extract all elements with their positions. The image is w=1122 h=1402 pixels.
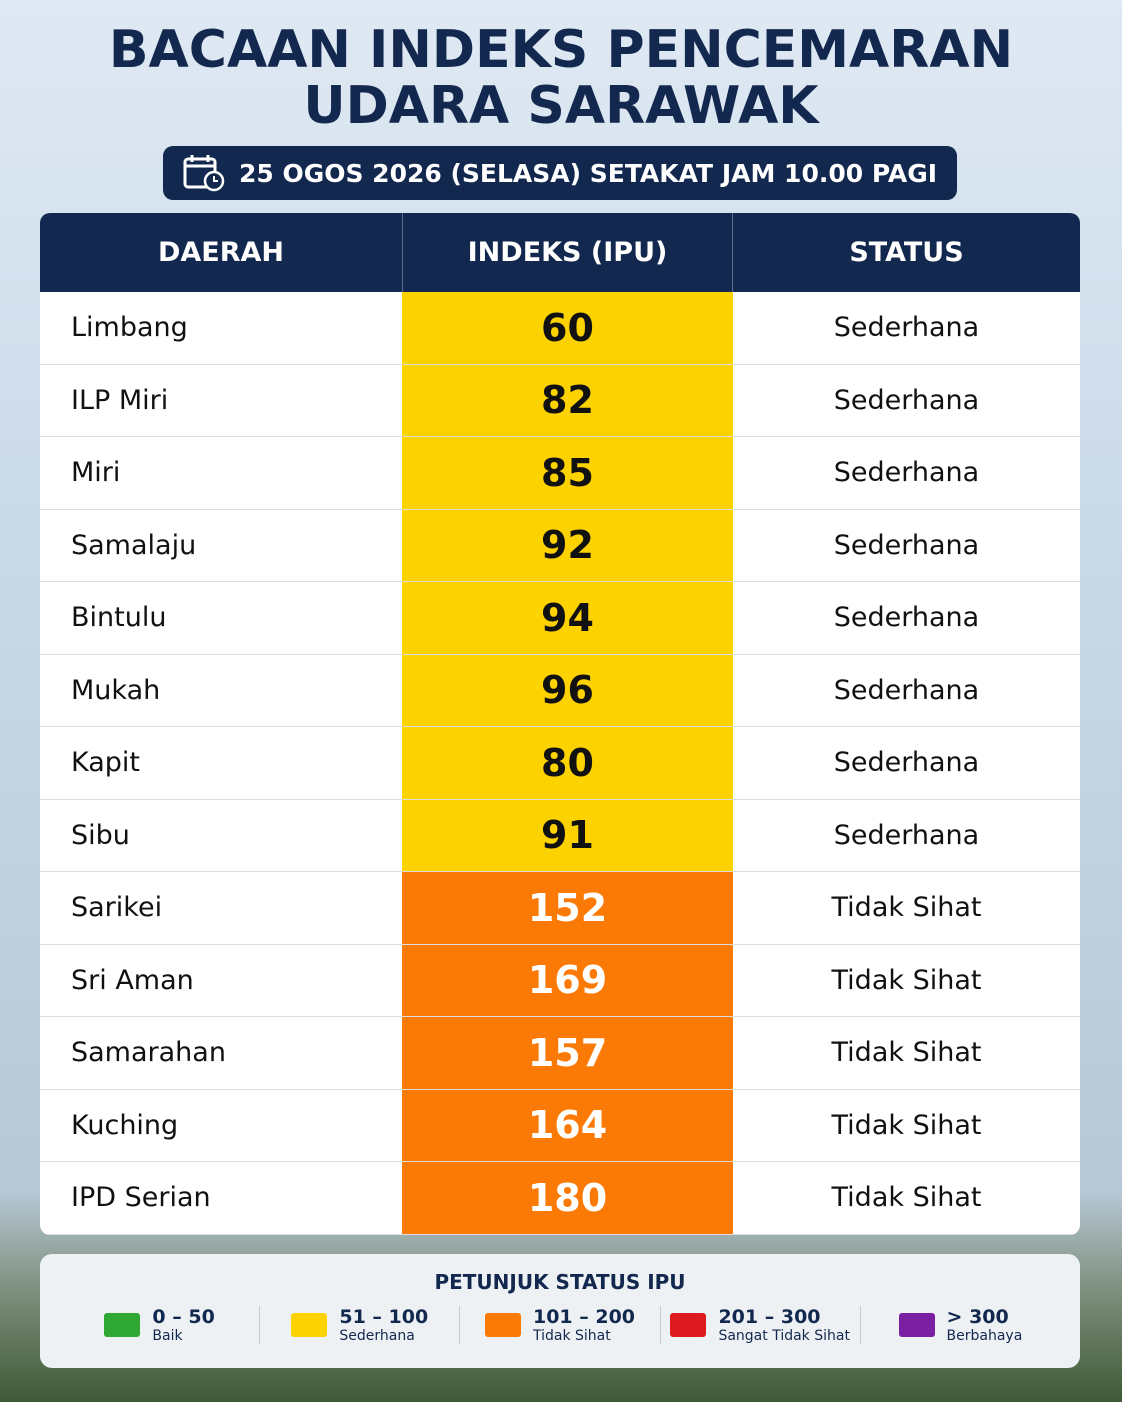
table-row: IPD Serian 180 Tidak Sihat (40, 1162, 1080, 1235)
status-cell: Tidak Sihat (831, 892, 982, 924)
status-cell: Sederhana (833, 674, 980, 706)
legend-item: 101 – 200 Tidak Sihat (459, 1306, 659, 1344)
status-cell: Sederhana (833, 529, 980, 561)
legend-range: 51 – 100 (339, 1306, 429, 1328)
legend-text: 101 – 200 Tidak Sihat (533, 1306, 635, 1344)
index-cell: 60 (402, 292, 733, 364)
area-cell: Sri Aman (71, 964, 194, 996)
title: BACAAN INDEKS PENCEMARAN UDARA SARAWAK (0, 22, 1122, 134)
table-row: Kapit 80 Sederhana (40, 727, 1080, 800)
table-row: Kuching 164 Tidak Sihat (40, 1089, 1080, 1162)
status-cell: Sederhana (833, 602, 980, 634)
legend-text: 201 – 300 Sangat Tidak Sihat (718, 1306, 850, 1344)
table: DAERAH INDEKS (IPU) STATUS Limbang 60 Sederha… (40, 213, 1080, 1235)
area-cell: Sarikei (71, 892, 163, 924)
column-header: DAERAH (157, 237, 285, 268)
status-cell: Tidak Sihat (831, 1182, 982, 1214)
index-cell: 96 (402, 654, 733, 726)
index-cell: 85 (402, 437, 733, 509)
legend-label: Sederhana (339, 1328, 415, 1344)
calendar-icon (183, 155, 225, 192)
index-cell: 169 (402, 944, 733, 1016)
index-cell: 157 (402, 1017, 733, 1089)
title-line: UDARA SARAWAK (303, 76, 819, 136)
table-row: Bintulu 94 Sederhana (40, 582, 1080, 655)
index-cell: 180 (402, 1162, 733, 1234)
legend-swatch (898, 1313, 935, 1337)
area-cell: Miri (71, 457, 121, 489)
index-cell: 152 (402, 872, 733, 944)
table-row: Mukah 96 Sederhana (40, 654, 1080, 727)
legend-swatch (670, 1313, 707, 1337)
legend-swatch (291, 1313, 328, 1337)
legend-text: 51 – 100 Sederhana (339, 1306, 428, 1344)
legend-range: 101 – 200 (532, 1306, 636, 1328)
area-cell: Bintulu (71, 602, 167, 634)
status-cell: Tidak Sihat (831, 1109, 982, 1141)
legend-label: Sangat Tidak Sihat (718, 1328, 850, 1344)
index-cell: 80 (402, 727, 733, 799)
legend-item: 201 – 300 Sangat Tidak Sihat (659, 1306, 860, 1344)
index-cell: 92 (402, 509, 733, 581)
date-text: 25 OGOS 2026 (SELASA) SETAKAT JAM 10.00 … (238, 158, 938, 188)
area-cell: Kapit (71, 747, 141, 779)
table-row: Limbang 60 Sederhana (40, 292, 1080, 365)
legend-label: Tidak Sihat (532, 1328, 611, 1344)
legend-text: 0 – 50 Baik (152, 1306, 214, 1344)
title-line: BACAAN INDEKS PENCEMARAN (108, 20, 1014, 80)
index-cell: 94 (402, 582, 733, 654)
area-cell: IPD Serian (71, 1182, 211, 1214)
index-cell: 91 (402, 799, 733, 871)
legend-range: > 300 (946, 1306, 1009, 1328)
table-row: ILP Miri 82 Sederhana (40, 364, 1080, 437)
index-cell: 164 (402, 1089, 733, 1161)
area-cell: Samalaju (71, 529, 197, 561)
area-cell: Mukah (71, 674, 161, 706)
legend-label: Berbahaya (946, 1328, 1023, 1344)
date-pill: 25 OGOS 2026 (SELASA) SETAKAT JAM 10.00 … (163, 146, 957, 200)
area-cell: Samarahan (71, 1037, 226, 1069)
status-cell: Sederhana (833, 312, 980, 344)
status-cell: Sederhana (833, 747, 980, 779)
status-cell: Sederhana (833, 819, 980, 851)
status-cell: Tidak Sihat (831, 964, 982, 996)
legend-item: 0 – 50 Baik (60, 1306, 259, 1344)
status-cell: Sederhana (833, 457, 980, 489)
legend-title: PETUNJUK STATUS IPU (434, 1270, 686, 1294)
legend-text: > 300 Berbahaya (947, 1306, 1023, 1344)
table-row: Samalaju 92 Sederhana (40, 509, 1080, 582)
area-cell: Limbang (71, 312, 188, 344)
legend-label: Baik (152, 1328, 183, 1344)
legend-range: 0 – 50 (152, 1306, 215, 1328)
index-cell: 82 (402, 364, 733, 436)
table-row: Miri 85 Sederhana (40, 437, 1080, 510)
legend-swatch (484, 1313, 521, 1337)
table-row: Samarahan 157 Tidak Sihat (40, 1017, 1080, 1090)
table-row: Sarikei 152 Tidak Sihat (40, 872, 1080, 945)
status-cell: Sederhana (833, 384, 980, 416)
legend-swatch (104, 1313, 141, 1337)
table-row: Sri Aman 169 Tidak Sihat (40, 944, 1080, 1017)
area-cell: Kuching (71, 1109, 179, 1141)
header-row: DAERAH INDEKS (IPU) STATUS (40, 213, 1080, 292)
legend-item: > 300 Berbahaya (859, 1306, 1060, 1344)
legend-range: 201 – 300 (718, 1306, 821, 1328)
legend-item: 51 – 100 Sederhana (259, 1306, 459, 1344)
legend-items: 0 – 50 Baik 51 – 100 Sederhana 101 – 200 Tida… (40, 1306, 1080, 1344)
legend: PETUNJUK STATUS IPU 0 – 50 Baik 51 – 100 Se… (40, 1254, 1080, 1368)
area-cell: Sibu (71, 819, 130, 851)
column-header: STATUS (849, 237, 964, 268)
area-cell: ILP Miri (71, 384, 169, 416)
column-header: INDEKS (IPU) (402, 213, 733, 292)
table-row: Sibu 91 Sederhana (40, 799, 1080, 872)
status-cell: Tidak Sihat (831, 1037, 982, 1069)
